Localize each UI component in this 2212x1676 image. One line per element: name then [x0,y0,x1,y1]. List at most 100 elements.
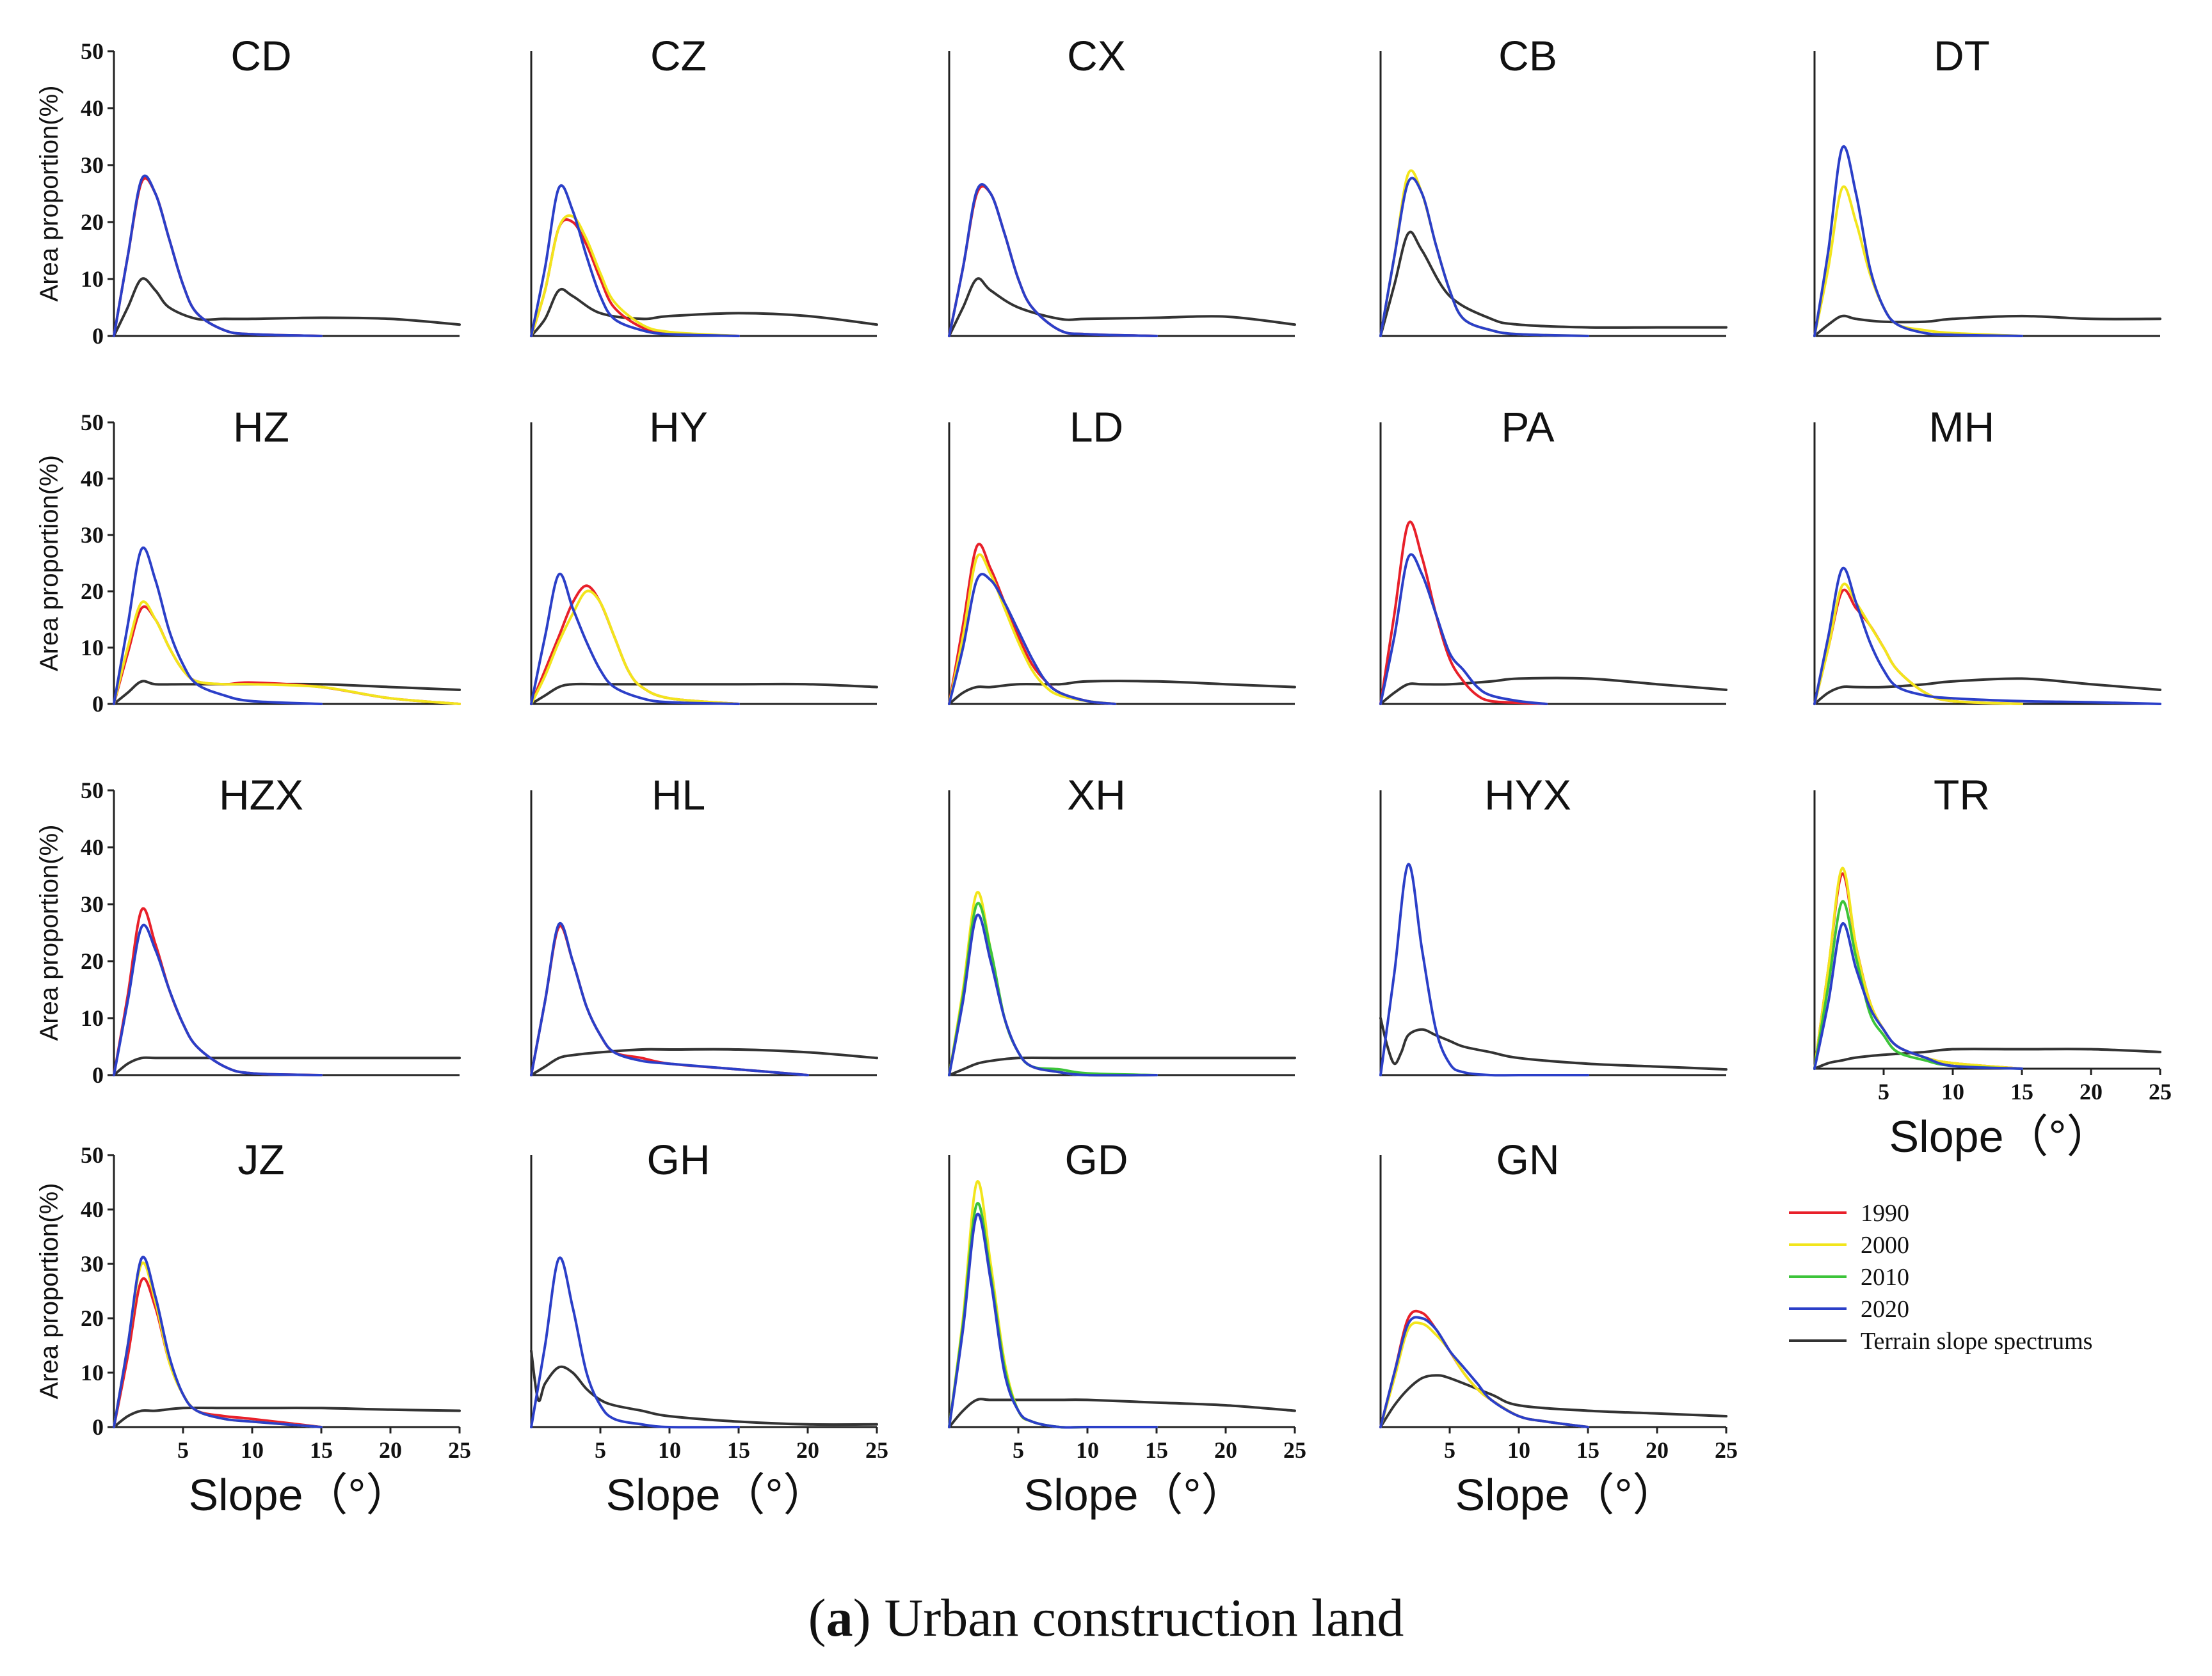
panel-title-hzx: HZX [219,771,303,818]
series-line-2020 [530,922,809,1076]
series-line-terrain [530,682,878,705]
x-tick-label: 20 [796,1437,819,1463]
x-tick-label: 10 [1076,1437,1099,1463]
legend: 1990 2000 2010 2020 Terrain slope spectrums [1789,1200,2092,1355]
series-line-terrain [113,1406,461,1428]
x-axis-label: Slope（°） [188,1470,410,1520]
x-tick-label: 10 [658,1437,681,1463]
panel-title-tr: TR [1934,771,1990,818]
series-line-terrain [1379,1017,1727,1071]
panel-title-ld: LD [1070,403,1123,451]
panel-hy: HY [530,403,878,705]
y-tick-label: 10 [81,1005,104,1031]
series-line-terrain [1379,1374,1727,1428]
y-tick-label: 10 [81,1360,104,1385]
x-tick-label: 25 [448,1437,471,1463]
y-tick-label: 0 [92,691,104,717]
y-tick-label: 0 [92,323,104,349]
panel-hyx: HYX [1379,771,1727,1077]
panel-gn: GN 5 10 15 20 25 Slope（°） [1379,1136,1738,1520]
x-axis-label: Slope（°） [1023,1470,1246,1520]
x-tick-label: 15 [1576,1437,1599,1463]
panel-hzx: HZX 0 10 20 30 40 50 Area proportion(%) [35,771,461,1088]
series-line-1990 [113,907,323,1076]
series-line-terrain [113,277,461,337]
y-axis-label: Area proportion(%) [35,1183,63,1400]
panel-title-xh: XH [1067,771,1126,818]
series-line-2010 [948,1202,1158,1429]
series-line-2020 [948,183,1158,337]
y-tick-label: 50 [81,1142,104,1168]
series-line-terrain [948,1056,1296,1076]
panel-title-gd: GD [1065,1136,1128,1183]
panel-title-cd: CD [230,32,291,79]
panel-pa: PA [1379,403,1727,705]
series-line-terrain [1379,676,1727,705]
panel-title-gh: GH [647,1136,710,1183]
series-line-2000 [113,1261,323,1428]
y-tick-label: 40 [81,834,104,860]
x-tick-label: 5 [1013,1437,1024,1463]
x-axis-label: Slope（°） [605,1470,828,1520]
y-tick-label: 50 [81,410,104,435]
series-line-2020 [113,1256,323,1428]
series-line-2020 [113,923,323,1076]
x-tick-label: 15 [1145,1437,1168,1463]
y-tick-label: 20 [81,1305,104,1331]
panel-gd: GD 5 10 15 20 25 Slope（°） [948,1136,1306,1520]
panel-cz: CZ [530,32,878,337]
x-tick-label: 25 [1283,1437,1306,1463]
series-line-2000 [530,589,740,705]
y-tick-label: 50 [81,38,104,64]
y-tick-label: 30 [81,1251,104,1277]
series-line-terrain [1813,677,2161,705]
panel-ld: LD [948,403,1296,705]
series-line-terrain [1813,1048,2161,1070]
series-line-terrain [530,287,878,337]
series-line-2020 [948,913,1158,1077]
y-tick-label: 40 [81,466,104,491]
series-line-terrain [113,1056,461,1076]
series-line-terrain [530,1048,878,1076]
series-line-2010 [948,902,1158,1076]
panel-xh: XH [948,771,1296,1077]
series-line-2020 [1379,553,1548,705]
series-line-terrain [1379,230,1727,337]
panel-mh: MH [1813,403,2161,705]
x-tick-label: 5 [1878,1079,1889,1105]
x-tick-label: 10 [241,1437,264,1463]
panel-tr: TR 5 10 15 20 25 Slope（°） [1813,771,2172,1161]
panel-title-cz: CZ [650,32,707,79]
series-line-2020 [113,546,323,705]
panel-cd: CD 0 10 20 30 40 50 Area proportion(%) [35,32,461,349]
y-axis-label: Area proportion(%) [35,86,63,302]
series-line-2020 [1379,177,1589,337]
series-line-terrain [948,277,1296,337]
x-tick-label: 10 [1941,1079,1964,1105]
legend-label-2020: 2020 [1861,1296,1909,1323]
series-line-2020 [1813,922,2023,1070]
series-line-2020 [530,1256,740,1429]
series-line-2020 [1379,863,1589,1077]
x-tick-label: 5 [177,1437,189,1463]
series-line-2020 [1813,145,2023,337]
panel-cx: CX [948,32,1296,337]
x-tick-label: 15 [727,1437,750,1463]
legend-label-2010: 2010 [1861,1264,1909,1291]
x-tick-label: 15 [2010,1079,2033,1105]
series-line-1990 [530,925,809,1076]
series-line-1990 [948,185,1158,337]
y-tick-label: 20 [81,948,104,974]
caption-text: Urban construction land [884,1588,1404,1648]
figure-caption: (a) Urban construction land [808,1588,1404,1648]
y-tick-label: 0 [92,1062,104,1088]
panel-title-pa: PA [1501,403,1554,451]
series-line-2000 [530,214,740,337]
series-line-2000 [1813,582,2023,705]
x-tick-label: 10 [1507,1437,1530,1463]
panel-cb: CB [1379,32,1727,337]
x-tick-label: 25 [1715,1437,1738,1463]
caption-letter: a [826,1588,853,1648]
series-line-2020 [113,174,323,337]
